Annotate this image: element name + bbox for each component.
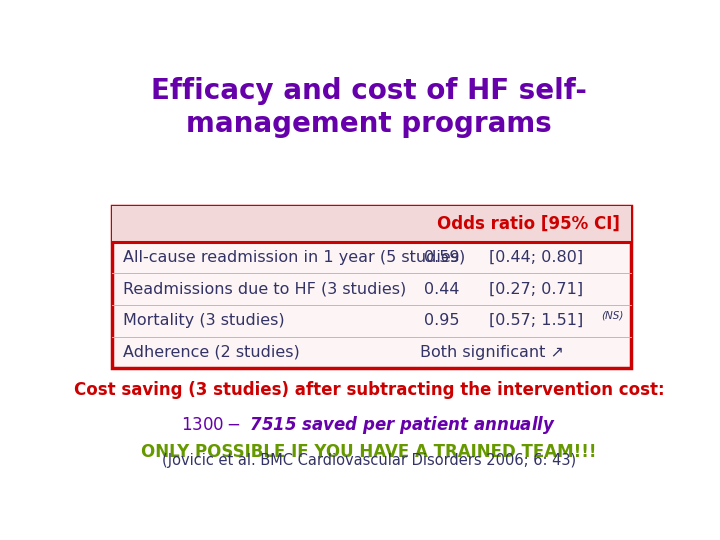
Text: Cost saving (3 studies) after subtracting the intervention cost:: Cost saving (3 studies) after subtractin… [73,381,665,399]
Text: All-cause readmission in 1 year (5 studies): All-cause readmission in 1 year (5 studi… [124,250,466,265]
Text: [0.57; 1.51]: [0.57; 1.51] [490,313,583,328]
FancyBboxPatch shape [112,206,631,368]
Text: 0.95: 0.95 [424,313,459,328]
Text: Adherence (2 studies): Adherence (2 studies) [124,345,300,360]
Text: Odds ratio [95% CI]: Odds ratio [95% CI] [437,215,620,233]
Text: Both significant ↗: Both significant ↗ [420,345,564,360]
Text: Mortality (3 studies): Mortality (3 studies) [124,313,285,328]
Text: Readmissions due to HF (3 studies): Readmissions due to HF (3 studies) [124,281,407,296]
Text: 0.59: 0.59 [424,250,459,265]
Text: $ 1300 - $ 7515 saved per patient annually: $ 1300 - $ 7515 saved per patient annual… [181,414,557,436]
FancyBboxPatch shape [112,206,631,241]
Text: (Jovicic et al. BMC Cardiovascular Disorders 2006; 6: 43): (Jovicic et al. BMC Cardiovascular Disor… [162,453,576,468]
Text: [0.27; 0.71]: [0.27; 0.71] [490,281,583,296]
Text: Efficacy and cost of HF self-
management programs: Efficacy and cost of HF self- management… [151,77,587,138]
Text: [0.44; 0.80]: [0.44; 0.80] [490,250,583,265]
Text: 0.44: 0.44 [424,281,459,296]
Text: (NS): (NS) [602,311,624,321]
Text: ONLY POSSIBLE IF YOU HAVE A TRAINED TEAM!!!: ONLY POSSIBLE IF YOU HAVE A TRAINED TEAM… [141,443,597,461]
